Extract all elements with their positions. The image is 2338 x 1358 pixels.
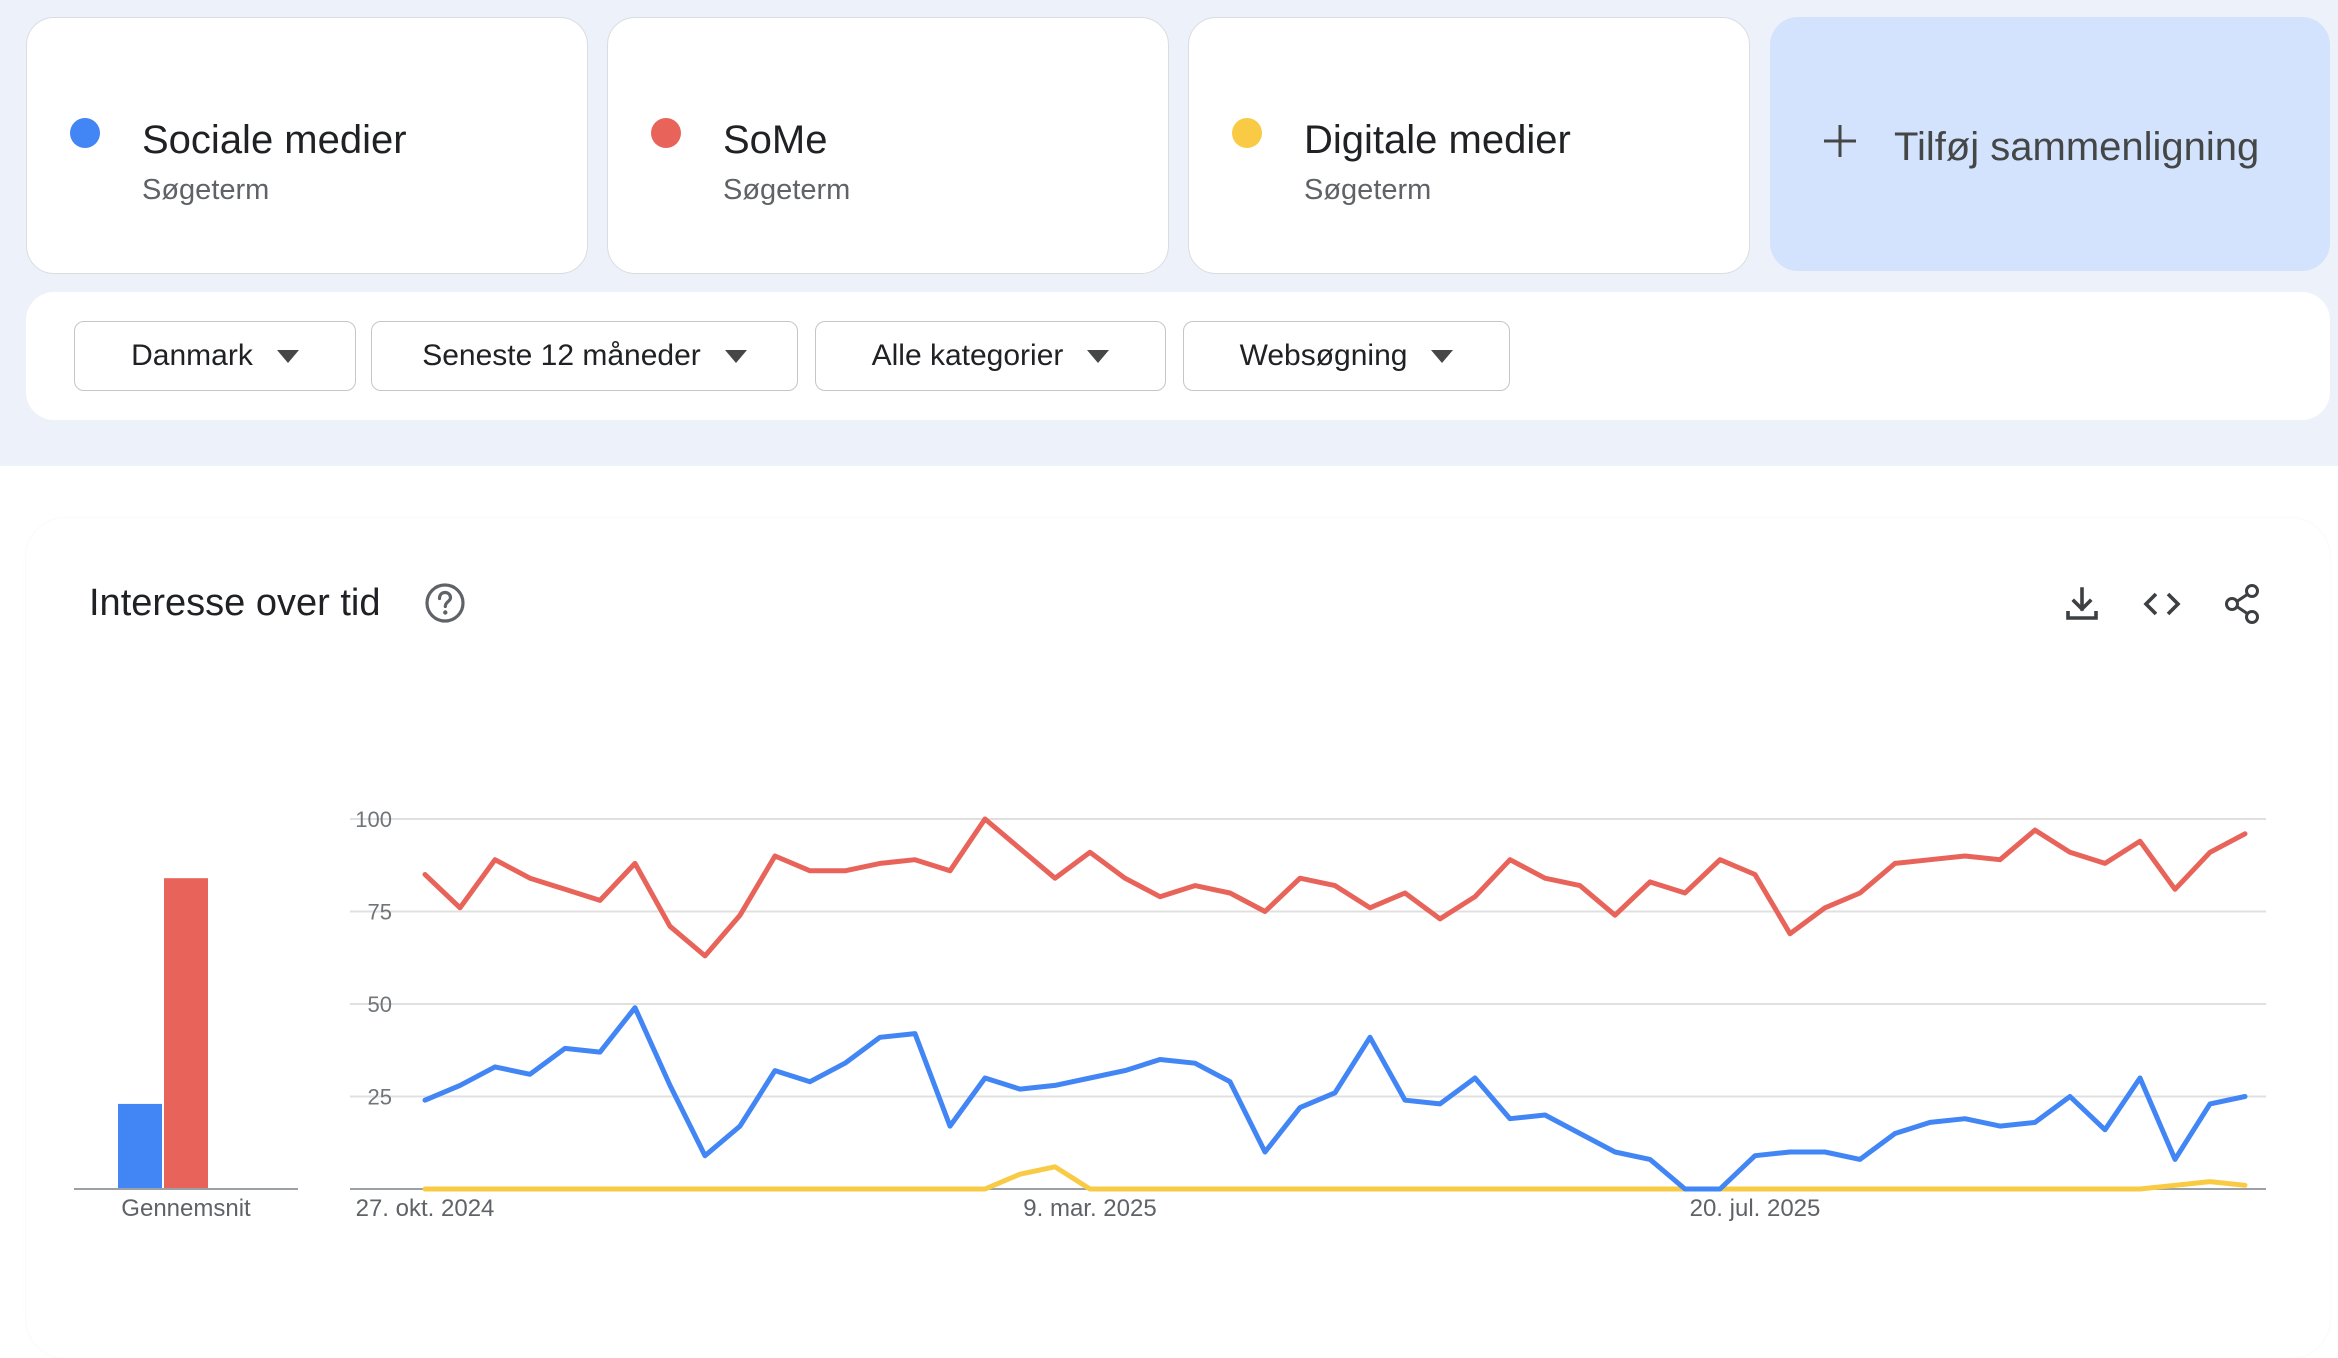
caret-down-icon (724, 349, 747, 363)
term-name: Sociale medier (142, 118, 407, 162)
filter-label: Seneste 12 måneder (422, 339, 701, 372)
caret-down-icon (276, 349, 299, 363)
filter-label: Alle kategorier (871, 339, 1064, 372)
x-tick-label: 27. okt. 2024 (356, 1195, 495, 1222)
filter-region-dropdown[interactable]: Danmark (74, 321, 356, 391)
caret-down-icon (1431, 349, 1454, 363)
term-card-digitale-medier[interactable]: Digitale medier Søgeterm (1188, 17, 1750, 274)
term-card-some[interactable]: SoMe Søgeterm (607, 17, 1169, 274)
y-tick-label: 75 (368, 900, 392, 925)
term-name: Digitale medier (1304, 118, 1571, 162)
section-title: Interesse over tid (89, 582, 381, 624)
average-bars (118, 878, 208, 1189)
filter-time-dropdown[interactable]: Seneste 12 måneder (371, 321, 798, 391)
series-line-some[interactable] (422, 816, 2248, 959)
term-type: Søgeterm (723, 174, 851, 206)
x-tick-label: 20. jul. 2025 (1690, 1195, 1821, 1222)
chart-series (422, 816, 2248, 1192)
caret-down-icon (1087, 349, 1110, 363)
filter-category-dropdown[interactable]: Alle kategorier (815, 321, 1166, 391)
term-card-sociale-medier[interactable]: Sociale medier Søgeterm (26, 17, 588, 274)
embed-code-icon[interactable] (2141, 583, 2183, 625)
interest-chart: Gennemsnit 100 75 50 25 27. okt. 2024 9. mar… (74, 807, 2266, 1222)
x-tick-label: 9. mar. 2025 (1023, 1195, 1156, 1222)
term-type: Søgeterm (142, 174, 270, 206)
y-tick-label: 50 (368, 992, 392, 1017)
filter-label: Danmark (131, 339, 253, 372)
share-icon[interactable] (2221, 583, 2263, 625)
download-icon[interactable] (2061, 583, 2103, 625)
filter-label: Websøgning (1239, 339, 1408, 372)
series-line-sociale-medier[interactable] (422, 1005, 2248, 1192)
series-line-digitale-medier[interactable] (422, 1164, 2248, 1192)
series-color-dot (1232, 118, 1262, 148)
x-axis-labels: 27. okt. 2024 9. mar. 2025 20. jul. 2025 (356, 1195, 1821, 1222)
filter-bar: Danmark Seneste 12 måneder Alle kategori… (26, 292, 2330, 420)
series-color-dot (70, 118, 100, 148)
term-name: SoMe (723, 118, 828, 162)
filter-search-type-dropdown[interactable]: Websøgning (1183, 321, 1510, 391)
y-tick-label: 100 (355, 807, 392, 832)
average-bar-some[interactable] (164, 878, 208, 1189)
interest-over-time-card (26, 518, 2330, 1358)
plus-icon (1824, 125, 1856, 157)
add-comparison-button[interactable]: Tilføj sammenligning (1770, 17, 2330, 271)
average-label: Gennemsnit (121, 1195, 251, 1222)
series-color-dot (651, 118, 681, 148)
average-bar-sociale-medier[interactable] (118, 1103, 162, 1189)
term-type: Søgeterm (1304, 174, 1432, 206)
y-tick-label: 25 (368, 1085, 392, 1110)
help-icon[interactable] (424, 582, 466, 624)
add-comparison-label: Tilføj sammenligning (1894, 125, 2260, 169)
